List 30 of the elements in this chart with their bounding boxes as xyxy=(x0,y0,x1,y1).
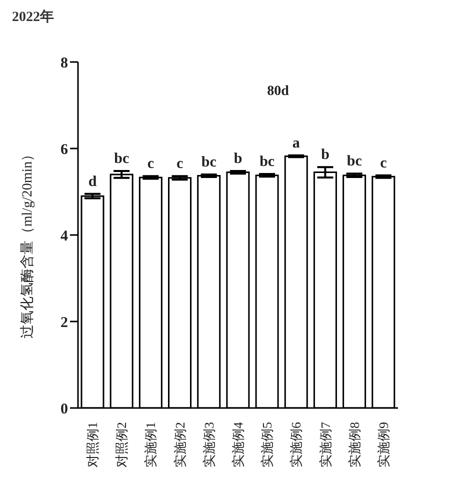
annotation: bc xyxy=(346,154,362,170)
x-tick-label: 对照例2 xyxy=(114,422,130,468)
y-axis-title: 过氧化氢酶含量（ml/g/20min） xyxy=(19,147,37,339)
y-tick-label: 6 xyxy=(60,142,68,158)
annotation: bc xyxy=(260,154,275,170)
x-tick-label: 实施例7 xyxy=(318,422,333,468)
annotation: b xyxy=(234,150,242,167)
x-tick-label: 实施例2 xyxy=(172,422,188,468)
annotation: d xyxy=(88,174,98,190)
annotation: c xyxy=(147,156,154,172)
x-tick-label: 实施例3 xyxy=(201,422,216,468)
y-tick-label: 4 xyxy=(60,228,68,244)
x-tick-label: 实施例9 xyxy=(376,422,391,468)
annotation: a xyxy=(292,135,300,152)
x-tick-label: 实施例4 xyxy=(230,422,246,468)
y-tick-label: 8 xyxy=(60,55,68,72)
annotation: c xyxy=(176,156,184,172)
x-tick-label: 对照例1 xyxy=(85,422,100,468)
x-tick-label: 实施例1 xyxy=(143,422,158,468)
annotation: c xyxy=(380,155,388,172)
annotation: 80d xyxy=(266,84,290,100)
x-tick-label: 实施例5 xyxy=(260,422,275,468)
y-tick-label: 0 xyxy=(60,401,68,418)
x-tick-label: 实施例8 xyxy=(346,422,362,468)
annotation: bc xyxy=(201,154,217,170)
annotation: bc xyxy=(114,150,130,167)
chart-title: 2022年 xyxy=(12,8,54,26)
y-tick-label: 2 xyxy=(60,314,68,331)
annotation: b xyxy=(321,147,330,164)
x-tick-label: 实施例6 xyxy=(288,422,304,468)
